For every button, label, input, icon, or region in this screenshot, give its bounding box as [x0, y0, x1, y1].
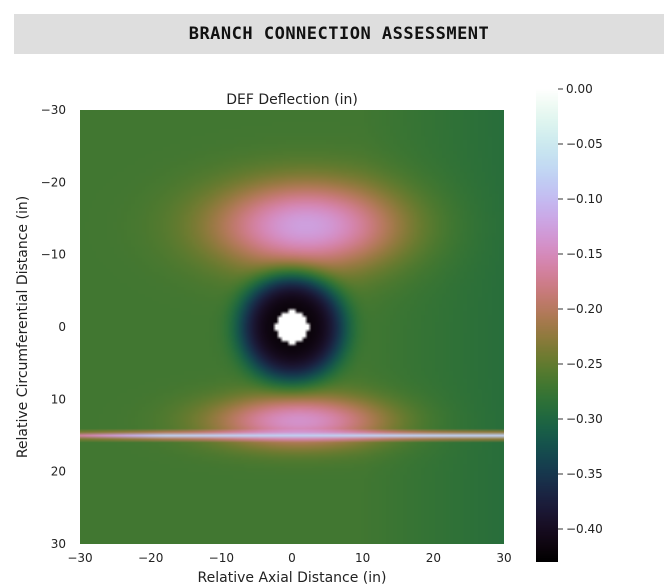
y-tick-label: −30: [41, 103, 66, 117]
page-title: BRANCH CONNECTION ASSESSMENT: [188, 24, 490, 44]
y-tick-label: −20: [41, 175, 66, 189]
heatmap-image: [80, 110, 504, 544]
colorbar-image: [536, 89, 558, 562]
colorbar-ticks: 0.00 −0.05 −0.10 −0.15 −0.20 −0.25 −0.30 −0.35 −…: [558, 82, 603, 536]
y-tick-label: 10: [51, 392, 66, 406]
colorbar: [536, 89, 558, 562]
colorbar-tick-label: −0.05: [566, 137, 603, 151]
x-tick-label: 20: [426, 551, 441, 565]
colorbar-tick-label: −0.15: [566, 247, 603, 261]
x-axis-label: Relative Axial Distance (in): [198, 570, 387, 586]
colorbar-tick-label: −0.25: [566, 357, 603, 371]
x-tick-label: −20: [138, 551, 163, 565]
y-tick-label: −10: [41, 248, 66, 262]
x-tick-label: 0: [288, 551, 296, 565]
colorbar-tick-label: −0.10: [566, 192, 603, 206]
header-bar: BRANCH CONNECTION ASSESSMENT: [14, 14, 664, 54]
x-tick-label: 10: [355, 551, 370, 565]
colorbar-tick-label: −0.40: [566, 522, 603, 536]
y-tick-label: 0: [58, 320, 66, 334]
colorbar-tick-label: −0.35: [566, 467, 603, 481]
colorbar-tick-label: 0.00: [566, 82, 593, 96]
colorbar-tick-label: −0.30: [566, 412, 603, 426]
chart-title: DEF Deflection (in): [226, 92, 358, 108]
x-tick-label: −10: [209, 551, 234, 565]
plot-area: [80, 110, 504, 544]
y-tick-label: 30: [51, 537, 66, 551]
y-axis-label: Relative Circumferential Distance (in): [15, 196, 31, 458]
x-tick-label: −30: [67, 551, 92, 565]
colorbar-tick-label: −0.20: [566, 302, 603, 316]
x-tick-label: 30: [496, 551, 511, 565]
y-ticks: −30 −20 −10 0 10 20 30: [41, 103, 66, 551]
x-ticks: −30 −20 −10 0 10 20 30: [67, 551, 511, 565]
y-tick-label: 20: [51, 465, 66, 479]
